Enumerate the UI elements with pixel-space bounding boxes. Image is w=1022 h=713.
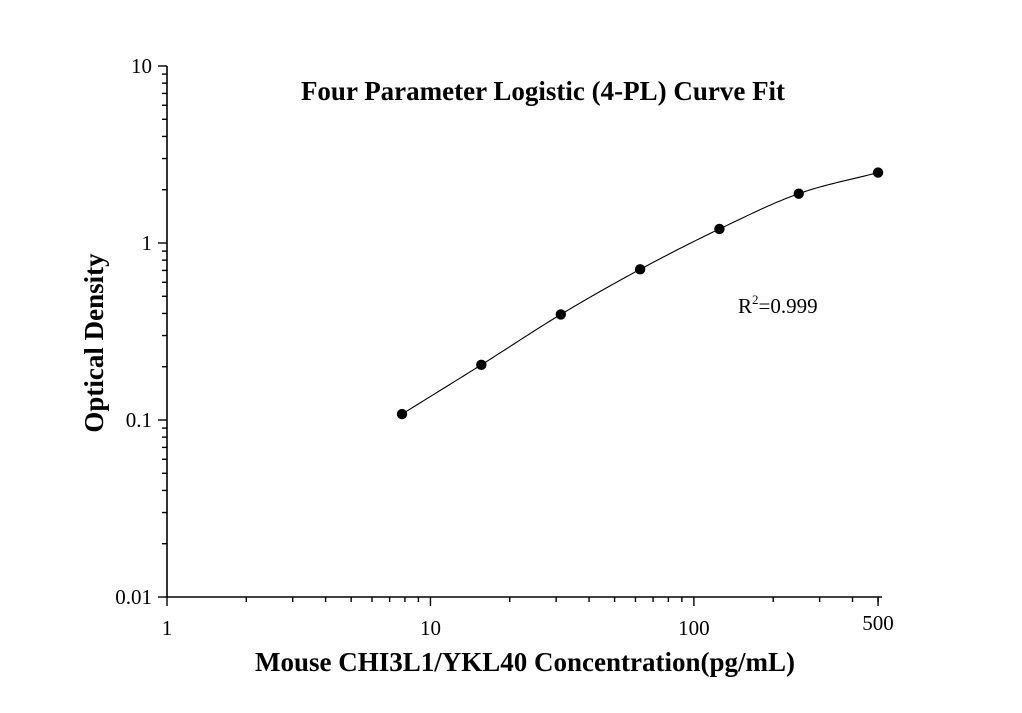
r-squared-superscript: 2 bbox=[752, 292, 759, 307]
y-tick-label: 0.01 bbox=[115, 585, 152, 609]
data-point bbox=[714, 223, 725, 235]
x-axis-label: Mouse CHI3L1/YKL40 Concentration(pg/mL) bbox=[255, 647, 795, 677]
data-point bbox=[872, 167, 884, 178]
data-point bbox=[396, 408, 408, 420]
r-squared-base: R bbox=[738, 294, 752, 318]
x-ticks: 1 10 100 500 bbox=[162, 597, 894, 640]
y-axis-label: Optical Density bbox=[79, 253, 109, 433]
y-ticks: 0.01 0.1 1 10 bbox=[115, 54, 167, 609]
x-tick-label: 1 bbox=[162, 616, 173, 640]
x-tick-label: 10 bbox=[420, 616, 441, 640]
x-tick-label: 500 bbox=[862, 611, 894, 635]
r-squared-value: =0.999 bbox=[759, 294, 818, 318]
y-tick-label: 0.1 bbox=[126, 408, 152, 432]
y-tick-label: 1 bbox=[142, 231, 153, 255]
data-points bbox=[396, 167, 884, 420]
data-point bbox=[793, 188, 804, 199]
data-point bbox=[476, 359, 487, 371]
chart-title: Four Parameter Logistic (4-PL) Curve Fit bbox=[301, 76, 785, 106]
data-point bbox=[555, 309, 567, 320]
y-tick-label: 10 bbox=[131, 54, 152, 78]
r-squared-annotation: R2=0.999 bbox=[738, 292, 818, 318]
axes: 1 10 100 500 0.01 0.1 1 10 bbox=[115, 54, 894, 640]
x-tick-label: 100 bbox=[678, 616, 710, 640]
data-point bbox=[634, 264, 646, 275]
